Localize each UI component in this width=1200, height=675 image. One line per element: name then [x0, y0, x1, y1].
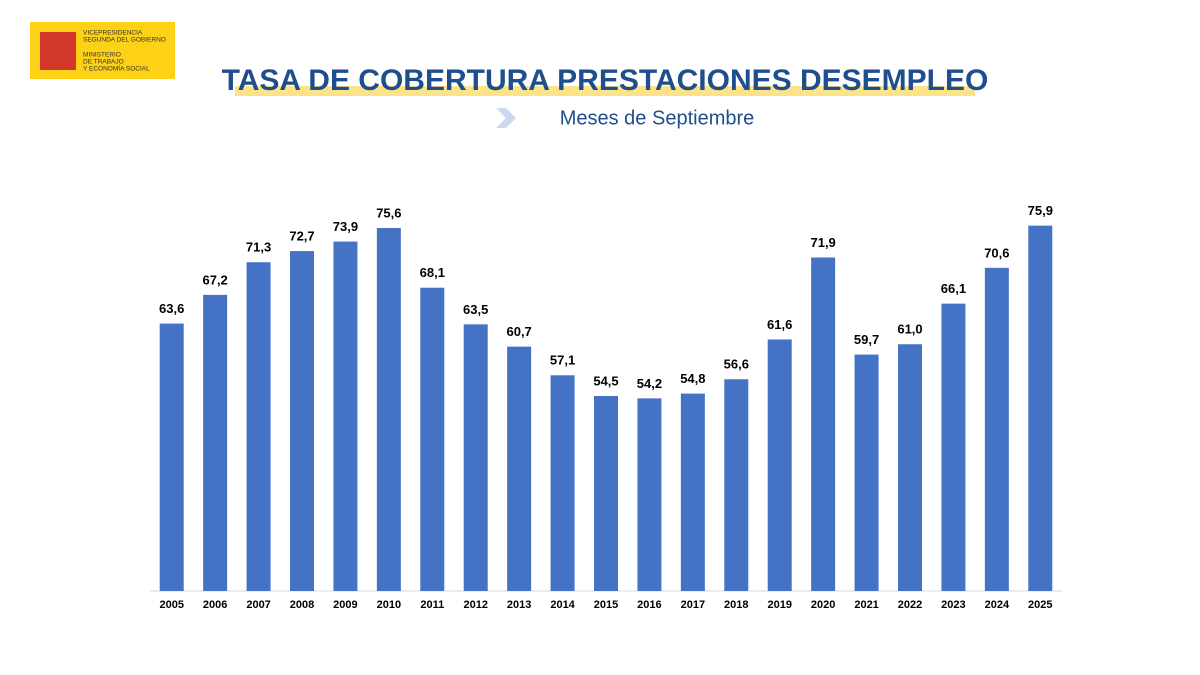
x-tick-label: 2005 — [159, 599, 183, 611]
data-label: 66,1 — [941, 281, 966, 296]
bar — [550, 375, 575, 591]
data-label: 71,3 — [246, 240, 271, 255]
x-tick-label: 2008 — [290, 599, 314, 611]
data-label: 75,6 — [376, 205, 401, 220]
data-label: 70,6 — [984, 245, 1009, 260]
data-label: 63,6 — [159, 301, 184, 316]
bar — [507, 346, 532, 591]
bar — [594, 395, 618, 591]
data-label: 56,6 — [724, 357, 749, 372]
data-label: 61,6 — [767, 317, 792, 332]
data-label: 57,1 — [550, 353, 575, 368]
data-label: 59,7 — [854, 332, 879, 347]
x-tick-label: 2011 — [420, 599, 444, 611]
bar — [420, 287, 445, 591]
data-label: 73,9 — [333, 219, 358, 234]
data-label: 54,5 — [593, 373, 618, 388]
coat-of-arms — [40, 32, 76, 70]
bar — [159, 323, 184, 591]
logo-line: MINISTERIO — [83, 52, 121, 59]
bar — [724, 379, 749, 591]
bar — [680, 393, 705, 591]
bar — [333, 241, 358, 591]
x-tick-label: 2020 — [811, 599, 835, 611]
bar — [203, 294, 228, 591]
x-tick-label: 2016 — [637, 599, 661, 611]
chart-subtitle: Meses de Septiembre — [560, 107, 755, 129]
x-tick-label: 2024 — [985, 599, 1010, 611]
x-tick-label: 2021 — [854, 599, 878, 611]
data-label: 75,9 — [1028, 203, 1053, 218]
data-label: 61,0 — [897, 322, 922, 337]
data-label: 60,7 — [506, 324, 531, 339]
x-tick-label: 2006 — [203, 599, 227, 611]
bar — [376, 228, 401, 592]
bar — [1028, 225, 1053, 592]
data-label: 72,7 — [289, 229, 314, 244]
logo-line: DE TRABAJO — [83, 59, 124, 66]
chart-title: TASA DE COBERTURA PRESTACIONES DESEMPLEO — [222, 64, 989, 97]
bar — [463, 324, 488, 591]
bar — [290, 251, 314, 591]
x-tick-label: 2015 — [594, 599, 618, 611]
bar — [854, 354, 879, 591]
title-highlight — [235, 86, 975, 96]
data-label: 63,5 — [463, 302, 488, 317]
data-label: 67,2 — [202, 272, 227, 287]
bar — [984, 267, 1009, 591]
x-tick-label: 2009 — [333, 599, 357, 611]
x-tick-label: 2025 — [1028, 599, 1052, 611]
x-tick-label: 2023 — [941, 599, 965, 611]
data-label: 54,8 — [680, 371, 705, 386]
x-tick-label: 2022 — [898, 599, 922, 611]
x-tick-label: 2018 — [724, 599, 748, 611]
logo-line: Y ECONOMÍA SOCIAL — [83, 64, 150, 73]
bar — [637, 398, 662, 591]
bar — [246, 262, 271, 591]
bar — [941, 303, 966, 591]
data-label: 68,1 — [420, 265, 445, 280]
chevron — [496, 108, 516, 128]
bar — [898, 344, 922, 591]
logo-line: VICEPRESIDENCIA — [83, 30, 143, 37]
x-tick-label: 2013 — [507, 599, 531, 611]
data-label: 54,2 — [637, 376, 662, 391]
x-tick-label: 2019 — [767, 599, 791, 611]
x-tick-label: 2010 — [377, 599, 401, 611]
bar — [811, 257, 836, 591]
data-label: 71,9 — [810, 235, 835, 250]
x-tick-label: 2012 — [463, 599, 487, 611]
x-tick-label: 2007 — [246, 599, 270, 611]
x-tick-label: 2017 — [681, 599, 705, 611]
logo-line: SEGUNDA DEL GOBIERNO — [83, 37, 166, 44]
x-tick-label: 2014 — [550, 599, 575, 611]
bar — [767, 339, 792, 591]
